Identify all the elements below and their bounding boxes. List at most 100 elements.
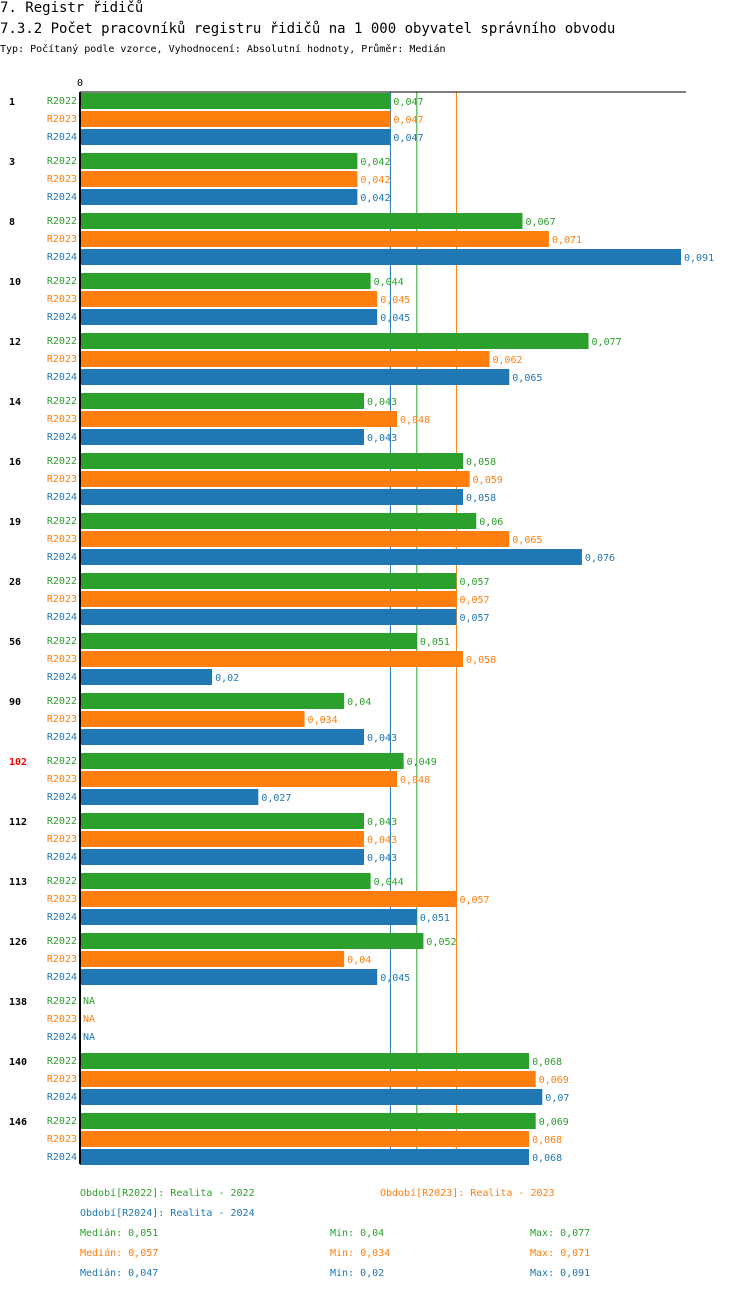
bar: [80, 1149, 530, 1165]
bar: [80, 111, 391, 127]
value-label: 0,057: [459, 613, 489, 624]
series-label: R2023: [47, 654, 77, 665]
section-title: 7. Registr řidičů: [0, 0, 144, 16]
series-label: R2023: [47, 714, 77, 725]
value-label: 0,059: [473, 475, 503, 486]
value-label: 0,042: [360, 157, 390, 168]
bar: [80, 873, 371, 889]
group-label: 146: [9, 1117, 27, 1128]
group-label: 12: [9, 337, 21, 348]
value-label: 0,047: [393, 133, 423, 144]
group-label: 56: [9, 637, 21, 648]
series-label: R2023: [47, 474, 77, 485]
value-label: 0,052: [426, 937, 456, 948]
series-label: R2023: [47, 354, 77, 365]
series-label: R2022: [47, 576, 77, 587]
bar: [80, 309, 378, 325]
value-label: 0,065: [512, 535, 542, 546]
value-label: 0,076: [585, 553, 615, 564]
value-label: 0,043: [367, 397, 397, 408]
median-r2023: Medián: 0,057: [80, 1248, 159, 1259]
bar: [80, 651, 464, 667]
na-label: NA: [83, 1014, 95, 1025]
value-label: 0,051: [420, 913, 450, 924]
group-label: 90: [9, 697, 21, 708]
bar: [80, 93, 391, 109]
bar: [80, 213, 523, 229]
bar: [80, 831, 364, 847]
value-label: 0,045: [380, 973, 410, 984]
series-label: R2023: [47, 1074, 77, 1085]
median-r2022: Medián: 0,051: [80, 1228, 159, 1239]
bar: [80, 591, 457, 607]
bar: [80, 513, 477, 529]
bar: [80, 969, 378, 985]
bar: [80, 609, 457, 625]
value-label: 0,047: [393, 97, 423, 108]
series-label: R2024: [47, 612, 77, 623]
value-label: 0,051: [420, 637, 450, 648]
bar: [80, 753, 404, 769]
value-label: 0,043: [367, 853, 397, 864]
series-label: R2024: [47, 732, 77, 743]
series-label: R2024: [47, 852, 77, 863]
series-label: R2022: [47, 1116, 77, 1127]
bar: [80, 813, 364, 829]
value-label: 0,04: [347, 697, 371, 708]
bar: [80, 1089, 543, 1105]
bar: [80, 849, 364, 865]
group-label: 10: [9, 277, 21, 288]
group-label: 126: [9, 937, 27, 948]
legend-r2022: Období[R2022]: Realita - 2022: [80, 1188, 255, 1199]
series-label: R2024: [47, 132, 77, 143]
bar: [80, 531, 510, 547]
value-label: 0,058: [466, 457, 496, 468]
series-label: R2023: [47, 234, 77, 245]
series-label: R2022: [47, 156, 77, 167]
min-r2024: Min: 0,02: [330, 1268, 385, 1279]
value-label: 0,077: [592, 337, 622, 348]
value-label: 0,062: [492, 355, 522, 366]
series-label: R2024: [47, 912, 77, 923]
value-label: 0,068: [532, 1135, 562, 1146]
series-label: R2024: [47, 372, 77, 383]
series-label: R2024: [47, 252, 77, 263]
max-r2022: Max: 0,077: [530, 1228, 591, 1239]
value-label: 0,048: [400, 775, 430, 786]
min-r2022: Min: 0,04: [330, 1228, 385, 1239]
series-label: R2023: [47, 594, 77, 605]
series-label: R2022: [47, 1056, 77, 1067]
series-label: R2023: [47, 834, 77, 845]
max-r2024: Max: 0,091: [530, 1268, 591, 1279]
series-label: R2024: [47, 1152, 77, 1163]
bar: [80, 1053, 530, 1069]
series-label: R2022: [47, 516, 77, 527]
series-label: R2022: [47, 996, 77, 1007]
value-label: 0,044: [374, 877, 404, 888]
series-label: R2022: [47, 276, 77, 287]
max-r2023: Max: 0,071: [530, 1248, 591, 1259]
bar: [80, 549, 582, 565]
group-label: 3: [9, 157, 15, 168]
group-label: 16: [9, 457, 21, 468]
series-label: R2023: [47, 774, 77, 785]
value-label: 0,043: [367, 835, 397, 846]
bar: [80, 429, 364, 445]
series-label: R2022: [47, 96, 77, 107]
na-label: NA: [83, 1032, 95, 1043]
group-label: 113: [9, 877, 27, 888]
series-label: R2024: [47, 492, 77, 503]
series-label: R2022: [47, 396, 77, 407]
series-label: R2023: [47, 894, 77, 905]
value-label: 0,057: [459, 595, 489, 606]
value-label: 0,027: [261, 793, 291, 804]
series-label: R2024: [47, 432, 77, 443]
value-label: 0,091: [684, 253, 714, 264]
series-label: R2024: [47, 972, 77, 983]
bar: [80, 951, 345, 967]
series-label: R2023: [47, 534, 77, 545]
value-label: 0,057: [459, 577, 489, 588]
value-label: 0,049: [407, 757, 437, 768]
bar: [80, 453, 464, 469]
group-label: 1: [9, 97, 15, 108]
